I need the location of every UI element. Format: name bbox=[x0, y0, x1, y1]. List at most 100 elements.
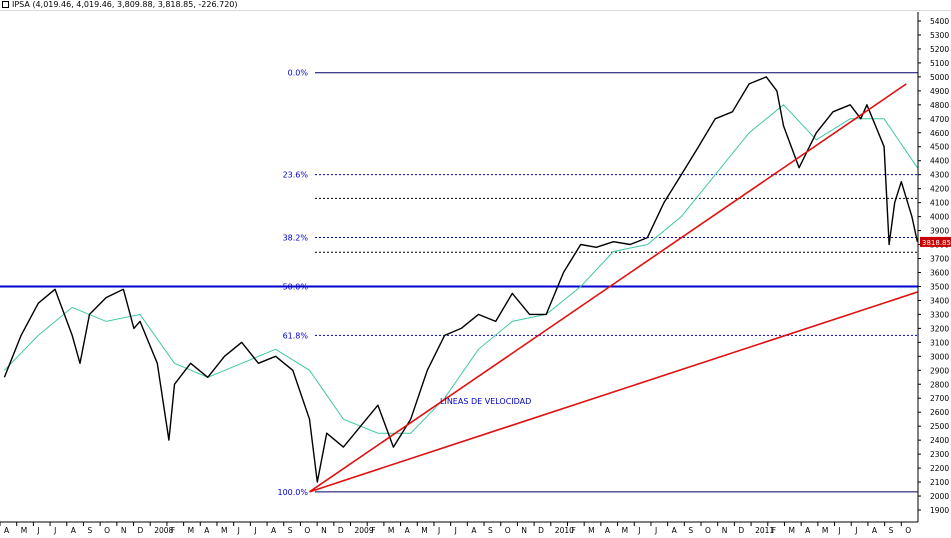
y-tick-label: 2900 bbox=[930, 366, 949, 375]
x-tick-label: A bbox=[471, 526, 477, 535]
x-tick-label: J bbox=[437, 526, 440, 535]
y-tick-label: 2200 bbox=[930, 464, 949, 473]
x-tick-label: A bbox=[4, 526, 10, 535]
x-tick-label: A bbox=[204, 526, 210, 535]
x-tick-label: S bbox=[288, 526, 293, 535]
chart-ohlc: (4,019.46, 4,019.46, 3,809.88, 3,818.85,… bbox=[32, 0, 238, 9]
x-tick-label: F bbox=[772, 526, 776, 535]
x-tick-label: N bbox=[321, 526, 327, 535]
x-tick-label: A bbox=[405, 526, 411, 535]
chart-title-bar: IPSA (4,019.46, 4,019.46, 3,809.88, 3,81… bbox=[0, 0, 951, 11]
y-tick-label: 4800 bbox=[930, 101, 949, 110]
chart-window-icon[interactable] bbox=[2, 1, 9, 8]
chart-symbol: IPSA bbox=[12, 0, 30, 9]
fib-level-label: 38.2% bbox=[283, 234, 309, 243]
x-tick-label: A bbox=[872, 526, 878, 535]
y-tick-label: 1900 bbox=[930, 506, 949, 515]
fib-level-label: 23.6% bbox=[283, 171, 309, 180]
y-tick-label: 4700 bbox=[930, 115, 949, 124]
y-tick-label: 3500 bbox=[930, 282, 949, 291]
fib-level-label: 61.8% bbox=[283, 331, 309, 340]
y-tick-label: 4300 bbox=[930, 171, 949, 180]
y-tick-label: 4500 bbox=[930, 143, 949, 152]
speed-line bbox=[309, 83, 907, 493]
y-tick-label: 3400 bbox=[930, 296, 949, 305]
x-tick-label: 2009 bbox=[355, 526, 374, 535]
speed-line bbox=[309, 291, 918, 493]
x-tick-label: A bbox=[605, 526, 611, 535]
x-tick-label: M bbox=[388, 526, 394, 535]
x-tick-label: D bbox=[338, 526, 344, 535]
x-tick-label: J bbox=[654, 526, 657, 535]
x-tick-label: M bbox=[221, 526, 227, 535]
y-tick-label: 3200 bbox=[930, 324, 949, 333]
x-tick-label: A bbox=[805, 526, 811, 535]
y-tick-label: 2100 bbox=[930, 478, 949, 487]
x-tick-label: J bbox=[637, 526, 640, 535]
x-tick-label: M bbox=[21, 526, 27, 535]
y-tick-label: 3900 bbox=[930, 227, 949, 236]
y-tick-label: 2800 bbox=[930, 380, 949, 389]
x-tick-label: N bbox=[121, 526, 127, 535]
x-tick-label: O bbox=[304, 526, 310, 535]
x-tick-label: 2010 bbox=[555, 526, 574, 535]
x-tick-label: N bbox=[521, 526, 527, 535]
speed-lines-label: LÍNEAS DE VELOCIDAD bbox=[440, 395, 531, 406]
y-tick-label: 4600 bbox=[930, 129, 949, 138]
y-tick-label: 4100 bbox=[930, 199, 949, 208]
x-tick-label: M bbox=[421, 526, 427, 535]
x-tick-label: S bbox=[87, 526, 92, 535]
y-tick-label: 4000 bbox=[930, 213, 949, 222]
x-tick-label: J bbox=[854, 526, 857, 535]
fib-level-label: 0.0% bbox=[288, 69, 309, 78]
x-tick-label: O bbox=[705, 526, 711, 535]
y-tick-label: 4900 bbox=[930, 87, 949, 96]
x-tick-label: M bbox=[622, 526, 628, 535]
y-tick-label: 2400 bbox=[930, 436, 949, 445]
x-tick-label: 2008 bbox=[154, 526, 173, 535]
y-tick-label: 3100 bbox=[930, 338, 949, 347]
x-tick-label: F bbox=[171, 526, 175, 535]
x-tick-label: S bbox=[889, 526, 894, 535]
x-tick-label: J bbox=[838, 526, 841, 535]
y-tick-label: 3000 bbox=[930, 352, 949, 361]
x-tick-label: D bbox=[738, 526, 744, 535]
x-tick-label: M bbox=[588, 526, 594, 535]
y-tick-label: 4200 bbox=[930, 185, 949, 194]
x-tick-label: D bbox=[138, 526, 144, 535]
x-tick-label: S bbox=[488, 526, 493, 535]
x-tick-label: J bbox=[36, 526, 39, 535]
y-tick-label: 5300 bbox=[930, 31, 949, 40]
fib-level-label: 100.0% bbox=[277, 488, 308, 497]
moving-average-line bbox=[4, 104, 918, 434]
chart-title: IPSA (4,019.46, 4,019.46, 3,809.88, 3,81… bbox=[12, 0, 238, 10]
y-tick-label: 4400 bbox=[930, 157, 949, 166]
y-tick-label: 5100 bbox=[930, 59, 949, 68]
x-tick-label: A bbox=[71, 526, 77, 535]
x-tick-label: D bbox=[538, 526, 544, 535]
x-tick-label: F bbox=[571, 526, 575, 535]
x-tick-label: J bbox=[237, 526, 240, 535]
x-tick-label: J bbox=[253, 526, 256, 535]
x-tick-label: J bbox=[53, 526, 56, 535]
last-price-label: 3818.85 bbox=[922, 239, 951, 247]
y-tick-label: 5400 bbox=[930, 17, 949, 26]
y-tick-label: 2700 bbox=[930, 394, 949, 403]
x-tick-label: M bbox=[788, 526, 794, 535]
y-tick-label: 3300 bbox=[930, 310, 949, 319]
last-price-box bbox=[920, 236, 951, 247]
y-tick-label: 3600 bbox=[930, 268, 949, 277]
y-tick-label: 2600 bbox=[930, 408, 949, 417]
y-tick-label: 5200 bbox=[930, 45, 949, 54]
x-tick-label: A bbox=[271, 526, 277, 535]
x-tick-label: A bbox=[672, 526, 678, 535]
x-tick-label: N bbox=[722, 526, 728, 535]
x-tick-label: O bbox=[905, 526, 911, 535]
x-tick-label: 2011 bbox=[755, 526, 774, 535]
x-tick-label: J bbox=[454, 526, 457, 535]
x-tick-label: M bbox=[822, 526, 828, 535]
y-tick-label: 2500 bbox=[930, 422, 949, 431]
x-tick-label: O bbox=[505, 526, 511, 535]
